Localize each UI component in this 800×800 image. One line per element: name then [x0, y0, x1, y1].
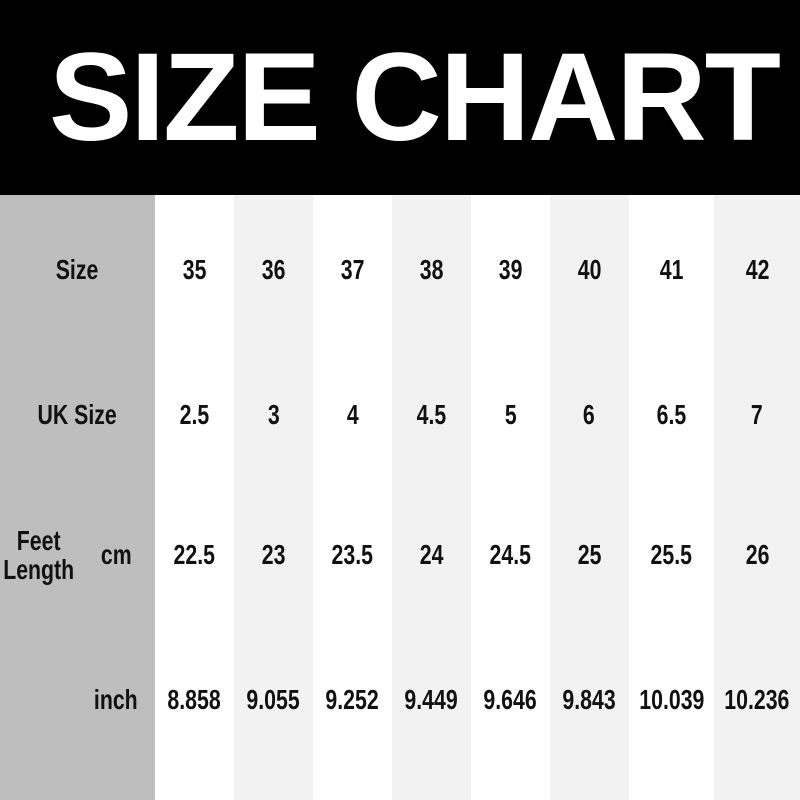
- table-cell: 8.858: [167, 684, 222, 716]
- table-cell: 42: [745, 254, 770, 286]
- column-size-41: 41 6.5 25.5 10.039: [628, 195, 715, 800]
- table-cell: 3: [267, 399, 280, 431]
- row-label-feet-length-cm: Feet Length cm: [0, 485, 155, 625]
- table-cell: 4.5: [416, 399, 447, 431]
- row-label-inch: inch: [0, 625, 155, 775]
- table-cell: 41: [659, 254, 684, 286]
- table-cell: 9.055: [246, 684, 301, 716]
- table-cell: 6: [583, 399, 596, 431]
- row-label-uk-size: UK Size: [37, 399, 118, 431]
- cm-unit-label: cm: [100, 539, 132, 571]
- table-cell: 10.236: [724, 684, 790, 716]
- column-size-40: 40 6 25 9.843: [549, 195, 629, 800]
- column-size-36: 36 3 23 9.055: [233, 195, 313, 800]
- title-banner: SIZE CHART: [0, 0, 800, 195]
- column-size-38: 38 4.5 24 9.449: [391, 195, 471, 800]
- feet-length-label: Feet Length: [3, 524, 75, 585]
- table-cell: 10.039: [638, 684, 705, 716]
- table-cell: 22.5: [173, 539, 216, 571]
- table-cell: 9.843: [562, 684, 616, 716]
- column-size-35: 35 2.5 22.5 8.858: [155, 195, 234, 800]
- table-cell: 9.646: [483, 684, 537, 716]
- column-size-42: 42 7 26 10.236: [714, 195, 800, 800]
- table-cell: 4: [346, 399, 359, 431]
- column-size-37: 37 4 23.5 9.252: [312, 195, 392, 800]
- table-cell: 7: [751, 399, 764, 431]
- table-cell: 37: [340, 254, 365, 286]
- table-cell: 9.449: [404, 684, 458, 716]
- table-cell: 6.5: [656, 399, 687, 431]
- page-title: SIZE CHART: [49, 28, 781, 167]
- column-size-39: 39 5 24.5 9.646: [470, 195, 550, 800]
- inch-unit-label: inch: [94, 684, 139, 716]
- row-label-column: Size UK Size Feet Length cm: [0, 195, 155, 800]
- size-table: Size UK Size Feet Length cm: [0, 195, 800, 800]
- table-cell: 39: [498, 254, 523, 286]
- table-cell: 25.5: [650, 539, 693, 571]
- row-label-size: Size: [56, 254, 99, 286]
- table-cell: 9.252: [325, 684, 380, 716]
- table-cell: 26: [745, 539, 770, 571]
- table-cell: 23: [261, 539, 286, 571]
- table-cell: 36: [261, 254, 286, 286]
- table-cell: 38: [419, 254, 444, 286]
- table-cell: 24.5: [489, 539, 531, 571]
- table-cell: 24: [419, 539, 444, 571]
- table-cell: 40: [577, 254, 602, 286]
- table-cell: 35: [182, 254, 207, 286]
- table-cell: 23.5: [331, 539, 374, 571]
- table-cell: 2.5: [179, 399, 210, 431]
- table-cell: 25: [577, 539, 602, 571]
- table-cell: 5: [504, 399, 517, 431]
